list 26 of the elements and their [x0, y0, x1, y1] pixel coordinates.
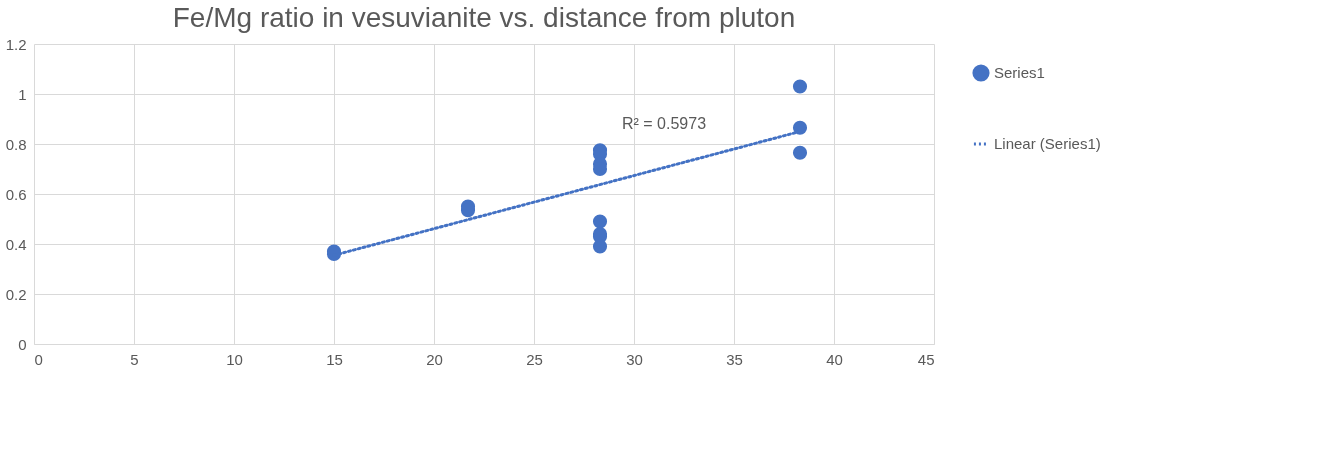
chart-title: Fe/Mg ratio in vesuvianite vs. distance from pluton [172, 2, 796, 33]
y-tick-label: 0.2 [5, 285, 27, 303]
point [592, 239, 608, 254]
point [592, 214, 608, 229]
legend-label: Linear (Series1) [994, 135, 1101, 152]
x-tick-label: 0 [34, 350, 43, 368]
x-tick-label: 5 [130, 350, 139, 368]
x-tick-label: 45 [917, 350, 935, 368]
x-tick-label: 15 [326, 350, 343, 368]
y-tick-label: 1.2 [5, 35, 27, 53]
y-tick-label: 0.4 [5, 235, 27, 253]
annotation: R² = 0.5973 [621, 115, 707, 132]
x-tick-label: 40 [826, 350, 843, 368]
y-tick-label: 0 [18, 335, 27, 353]
y-tick-label: 0.6 [5, 185, 27, 203]
x-tick-label: 20 [426, 350, 443, 368]
point [792, 79, 808, 94]
x-tick-label: 30 [626, 350, 643, 368]
point [792, 120, 808, 135]
x-tick-label: 10 [226, 350, 243, 368]
x-tick-label: 35 [726, 350, 743, 368]
legend-label: Series1 [994, 64, 1045, 81]
x-tick-label: 25 [526, 350, 543, 368]
y-tick-label: 0.8 [5, 135, 27, 153]
point [792, 145, 808, 160]
y-tick-label: 1 [18, 85, 27, 103]
